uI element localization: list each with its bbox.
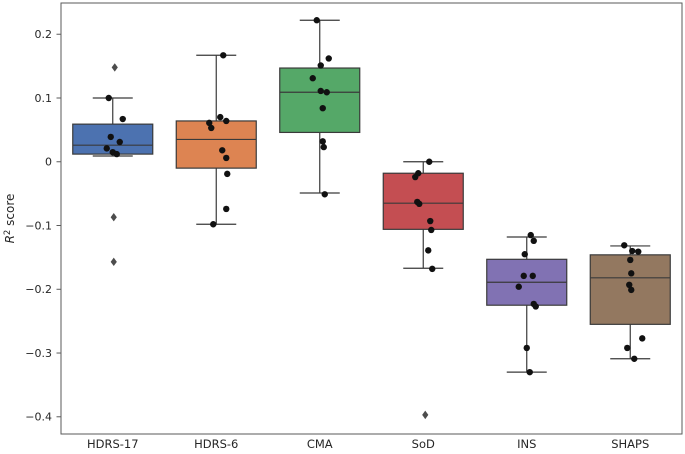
- x-tick-label-SHAPS: SHAPS: [611, 437, 649, 451]
- data-point: [639, 335, 646, 342]
- data-point: [526, 368, 533, 376]
- box-HDRS-6: [175, 120, 257, 169]
- data-point: [210, 221, 217, 228]
- data-point: [521, 251, 528, 258]
- outlier-diamond: [110, 257, 117, 267]
- y-tick-label: 0: [45, 156, 52, 169]
- data-point: [628, 270, 635, 277]
- data-point: [320, 143, 327, 151]
- data-point: [206, 119, 213, 127]
- data-point: [325, 55, 332, 62]
- outlier-diamond: [111, 63, 118, 72]
- y-axis-label: R2 score: [3, 194, 17, 244]
- data-point: [425, 247, 432, 254]
- data-point: [220, 52, 227, 59]
- x-tick-label-SoD: SoD: [412, 437, 435, 451]
- data-point: [223, 117, 230, 125]
- x-tick-label-HDRS-6: HDRS-6: [194, 437, 238, 451]
- data-point: [624, 344, 631, 352]
- data-point: [116, 138, 123, 146]
- data-point: [515, 283, 522, 290]
- data-point: [223, 205, 230, 213]
- data-point: [427, 217, 434, 225]
- data-point: [119, 115, 126, 123]
- data-point: [626, 281, 633, 289]
- data-point: [208, 124, 215, 132]
- data-point: [530, 237, 537, 245]
- data-point: [217, 113, 224, 121]
- data-point: [317, 87, 324, 95]
- data-point: [629, 247, 636, 255]
- box-SoD: [382, 172, 464, 230]
- data-point: [621, 242, 628, 249]
- data-point: [321, 191, 328, 198]
- data-point: [426, 158, 433, 165]
- data-point: [631, 355, 638, 362]
- data-point: [429, 265, 436, 273]
- data-point: [428, 226, 435, 234]
- y-tick-label: 0.2: [35, 28, 53, 41]
- data-point: [627, 256, 634, 264]
- y-tick-label: −0.2: [25, 283, 52, 296]
- y-tick-label: −0.1: [25, 219, 52, 232]
- data-point: [529, 272, 536, 280]
- data-point: [527, 231, 534, 239]
- y-tick-label: 0.1: [35, 92, 53, 105]
- data-point: [323, 89, 330, 96]
- data-point: [412, 173, 419, 181]
- data-point: [628, 286, 635, 294]
- x-tick-label-CMA: CMA: [307, 437, 333, 451]
- y-tick-label: −0.3: [25, 347, 52, 360]
- data-point: [520, 272, 527, 280]
- data-point: [113, 150, 120, 158]
- data-point: [223, 154, 230, 162]
- data-point: [416, 200, 423, 208]
- data-point: [317, 62, 324, 69]
- plot-border: [60, 2, 683, 435]
- x-tick-label-HDRS-17: HDRS-17: [87, 437, 139, 451]
- data-point: [319, 138, 326, 145]
- outlier-diamond: [422, 410, 429, 420]
- data-point: [313, 17, 320, 24]
- outlier-diamond: [110, 213, 117, 222]
- data-point: [523, 344, 530, 352]
- data-point: [103, 145, 110, 152]
- data-point: [224, 170, 231, 178]
- data-point: [107, 133, 114, 141]
- data-point: [219, 147, 226, 154]
- y-tick-label: −0.4: [25, 411, 52, 424]
- box-CMA: [279, 67, 361, 134]
- data-point: [635, 248, 642, 255]
- data-point: [319, 104, 326, 112]
- x-tick-label-INS: INS: [517, 437, 536, 451]
- data-point: [309, 75, 316, 82]
- data-point: [105, 94, 112, 102]
- data-point: [532, 303, 539, 310]
